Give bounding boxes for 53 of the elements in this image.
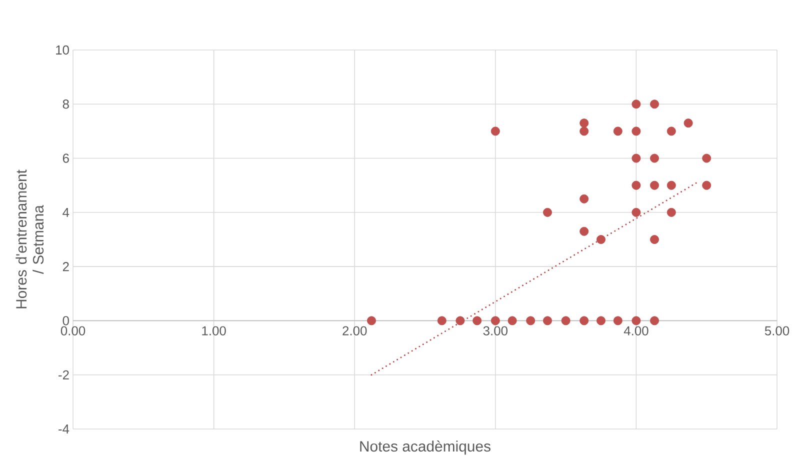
point — [472, 316, 482, 326]
point — [650, 180, 659, 190]
point — [580, 118, 589, 128]
point — [580, 126, 589, 136]
point — [526, 316, 536, 326]
point — [490, 316, 500, 326]
y-tick-label: -2 — [58, 370, 69, 380]
point — [632, 154, 641, 163]
x-tick-label: 3.00 — [483, 326, 508, 336]
point — [666, 180, 676, 190]
point — [650, 100, 659, 109]
point — [632, 208, 641, 217]
point — [456, 316, 465, 326]
y-tick-label: 2 — [62, 262, 69, 272]
point — [702, 154, 712, 163]
y-tick-label: 8 — [62, 100, 69, 109]
point — [367, 316, 376, 326]
point — [650, 316, 659, 326]
point — [613, 316, 622, 326]
point — [490, 126, 500, 136]
y-axis-title: Hores d'entrenament / Setmana — [16, 170, 44, 308]
point — [596, 235, 606, 244]
point — [650, 154, 659, 163]
point — [666, 208, 676, 217]
x-tick-label: 5.00 — [764, 326, 790, 336]
point — [543, 316, 552, 326]
point — [632, 100, 641, 109]
point — [561, 316, 570, 326]
x-tick-label: 0.00 — [60, 326, 86, 336]
point — [580, 316, 589, 326]
y-tick-label: 4 — [62, 208, 70, 217]
point — [508, 316, 517, 326]
point — [580, 194, 589, 204]
point — [666, 126, 676, 136]
point — [702, 180, 712, 190]
point — [684, 118, 693, 128]
x-tick-label: 1.00 — [202, 326, 226, 336]
point — [543, 208, 552, 217]
y-tick-label: 10 — [56, 45, 69, 55]
point — [580, 226, 589, 236]
x-tick-label: 4.00 — [624, 326, 648, 336]
y-tick-label: -4 — [58, 424, 70, 434]
x-tick-label: 2.00 — [342, 326, 367, 336]
y-tick-label: 6 — [62, 154, 69, 163]
point — [632, 126, 641, 136]
point — [437, 316, 446, 326]
point — [632, 316, 641, 326]
point — [596, 316, 606, 326]
y-tick-label: 0 — [62, 316, 69, 326]
x-axis-title: Notes acadèmiques — [360, 440, 490, 455]
point — [613, 126, 622, 136]
point — [632, 180, 641, 190]
point — [650, 235, 659, 244]
